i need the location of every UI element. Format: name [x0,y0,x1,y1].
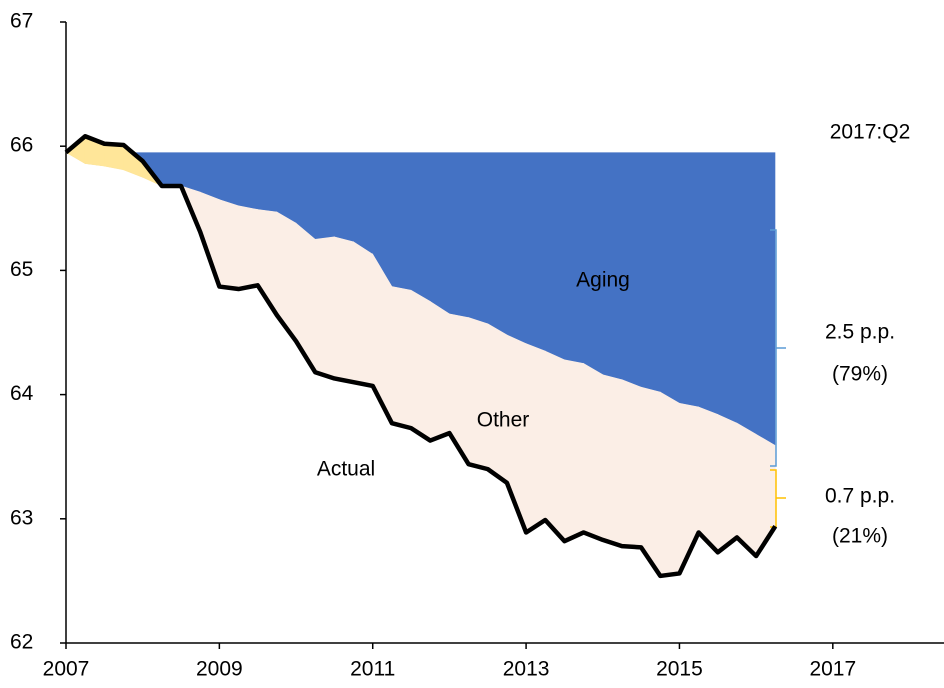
aging-label: Aging [576,269,630,292]
other-area [468,317,489,470]
y-tick-label: 67 [10,10,33,33]
other-area [238,205,259,290]
other-area [487,323,508,484]
other-area [564,359,584,542]
aging-share-pct: (79%) [832,363,888,386]
x-tick-label: 2015 [656,658,703,681]
other-area [104,143,124,171]
x-tick-label: 2017 [809,658,856,681]
other-area [544,350,565,542]
aging-share: 2.5 p.p. [825,321,895,344]
other-area [602,374,623,547]
other-area [525,343,546,534]
y-tick-label: 66 [10,134,33,157]
other-area [583,363,604,541]
other-area [353,241,374,387]
x-tick-label: 2009 [196,658,243,681]
other-area [429,300,450,441]
other-area [717,414,738,553]
y-tick-label: 65 [10,258,33,281]
other-label: Other [477,409,530,432]
other-area [410,289,431,442]
other-area [621,379,642,548]
other-share: 0.7 p.p. [825,485,895,508]
other-area [219,199,239,290]
aging-area [66,152,776,446]
y-tick-label: 64 [10,382,34,405]
x-tick-label: 2011 [350,658,395,681]
other-area [698,406,719,554]
actual-line [64,134,778,579]
other-area [334,236,354,383]
x-tick-label: 2013 [503,658,550,681]
actual-label: Actual [317,458,375,481]
other-area [736,422,757,557]
period-label: 2017:Q2 [830,121,911,144]
other-area [659,391,680,577]
x-tick-label: 2007 [43,658,90,681]
other-area [314,236,335,379]
other-area [391,286,412,429]
y-tick-label: 63 [10,506,33,529]
aging-bracket [770,229,786,467]
areas [65,135,776,577]
y-tick-label: 62 [10,631,33,654]
other-share-pct: (21%) [832,525,888,548]
